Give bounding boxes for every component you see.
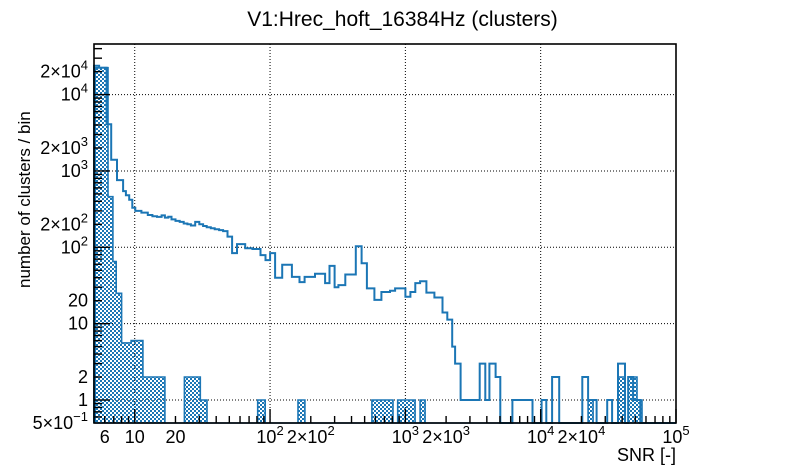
svg-text:104: 104 <box>61 81 88 105</box>
svg-text:10: 10 <box>68 314 88 334</box>
svg-text:2: 2 <box>78 367 88 387</box>
svg-text:10: 10 <box>125 427 145 447</box>
svg-text:102: 102 <box>256 423 283 447</box>
svg-text:2×103: 2×103 <box>40 134 88 158</box>
grid-lines <box>94 44 676 423</box>
svg-text:5×10−1: 5×10−1 <box>33 409 88 433</box>
svg-text:2×103: 2×103 <box>422 423 470 447</box>
svg-text:2×104: 2×104 <box>40 58 88 82</box>
svg-text:2×104: 2×104 <box>558 423 606 447</box>
svg-text:2×102: 2×102 <box>40 210 88 234</box>
x-tick-labels: 6 10 20 102 2×102 103 2×103 104 2×104 105 <box>100 423 690 447</box>
x-axis-title: SNR [-] <box>617 445 676 465</box>
x-axis-ticks <box>104 409 677 423</box>
y-axis-ticks <box>94 47 110 418</box>
svg-text:102: 102 <box>61 233 88 257</box>
svg-text:1: 1 <box>78 390 88 410</box>
svg-text:105: 105 <box>662 423 689 447</box>
chart-title: V1:Hrec_hoft_16384Hz (clusters) <box>247 8 558 31</box>
line-series <box>93 64 676 424</box>
svg-text:20: 20 <box>68 291 88 311</box>
svg-text:103: 103 <box>392 423 419 447</box>
y-axis-title: number of clusters / bin <box>15 111 34 288</box>
hatch-series <box>94 66 676 424</box>
svg-text:2×102: 2×102 <box>287 423 335 447</box>
svg-text:20: 20 <box>165 427 185 447</box>
svg-text:103: 103 <box>61 157 88 181</box>
svg-text:104: 104 <box>527 423 554 447</box>
axes-frame <box>93 43 677 424</box>
svg-text:6: 6 <box>100 427 110 447</box>
